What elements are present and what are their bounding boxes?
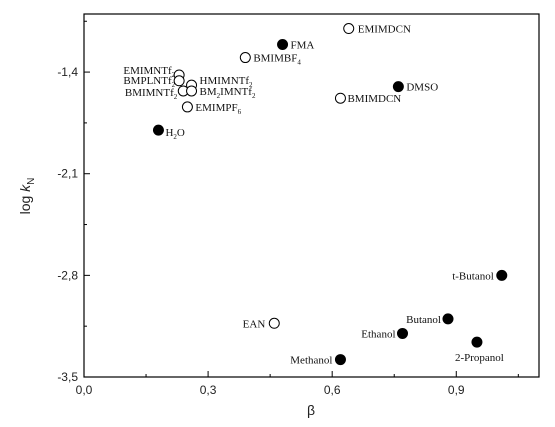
data-points [152, 23, 508, 366]
point-label: HMIMNTf2 [200, 75, 254, 89]
filled-point [152, 124, 164, 136]
filled-point [442, 313, 454, 325]
open-point [268, 317, 280, 329]
open-point [343, 23, 355, 35]
filled-point [392, 81, 404, 93]
point-label: BMIMDCN [347, 93, 401, 105]
point-label: 2-Propanol [455, 352, 504, 364]
point-label: Ethanol [361, 328, 395, 340]
point-label: BMIMBF4 [253, 53, 301, 67]
y-axis-label: log kN [17, 178, 37, 215]
y-tick-label: -2,8 [57, 268, 78, 282]
x-axis-label: β [307, 402, 315, 418]
open-point [173, 75, 185, 87]
filled-point [471, 336, 483, 348]
point-label: t-Butanol [452, 270, 494, 282]
point-label: DMSO [406, 82, 438, 94]
filled-point [496, 269, 508, 281]
axis-ticks: 0,0 0,3 0,6 0,9 -1,4 -2,1 -2,8 -3,5 [57, 20, 519, 397]
plot-area [83, 13, 540, 378]
filled-point [277, 38, 289, 50]
point-label: EMIMDCN [358, 24, 411, 36]
x-tick-label: 0,6 [324, 383, 341, 397]
point-label: EMIMNTf2 [123, 65, 175, 79]
x-tick-label: 0,0 [76, 383, 93, 397]
open-point [334, 92, 346, 104]
filled-point [334, 354, 346, 366]
point-label: Butanol [406, 314, 441, 326]
open-point [181, 101, 193, 113]
point-label: EAN [243, 318, 266, 330]
point-label: H2O [165, 127, 184, 141]
y-tick-label: -1,4 [57, 65, 78, 79]
point-label: BMIMNTf2 [125, 87, 178, 101]
y-tick-label: -3,5 [57, 370, 78, 384]
open-point [239, 52, 251, 64]
point-label: EMIMPF6 [195, 102, 241, 116]
point-label: BMPLNTf2 [123, 75, 175, 89]
point-label: BM2IMNTf2 [200, 86, 256, 100]
point-label: FMA [291, 39, 315, 51]
point-label: Methanol [290, 355, 332, 367]
x-tick-label: 0,9 [448, 383, 465, 397]
filled-point [397, 327, 408, 339]
open-point [186, 85, 198, 97]
x-tick-label: 0,3 [200, 383, 217, 397]
y-tick-label: -2,1 [57, 167, 78, 181]
